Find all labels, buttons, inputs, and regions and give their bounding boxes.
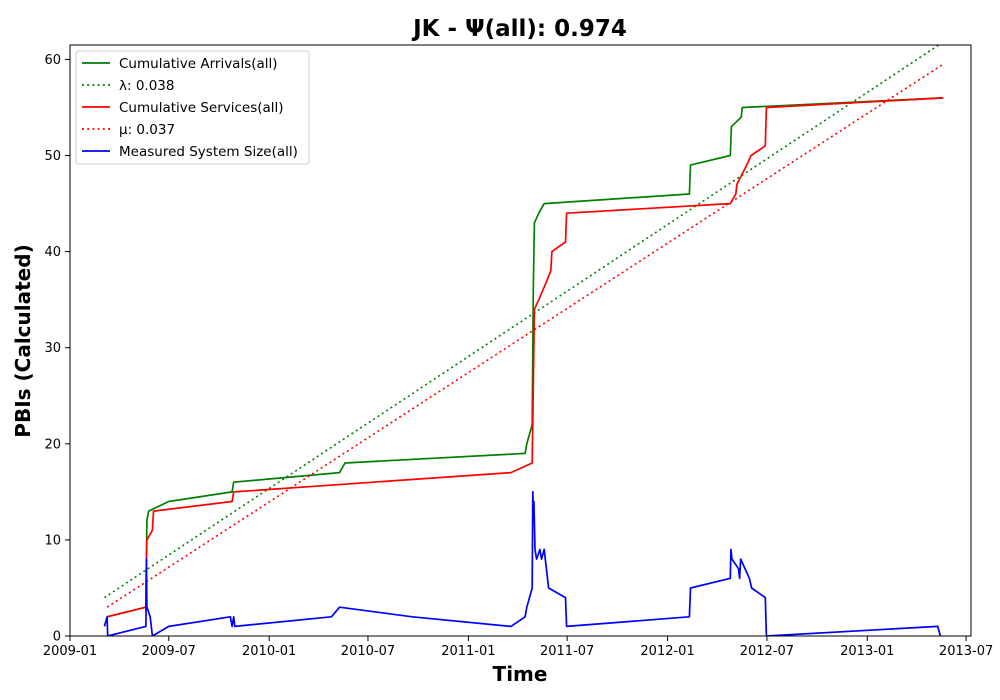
legend-label: Cumulative Arrivals(all) <box>119 56 278 72</box>
legend-label: μ: 0.037 <box>119 122 175 138</box>
x-tick-label: 2011-01 <box>441 644 495 659</box>
series-line-measured-system-size-all <box>103 491 942 636</box>
y-tick-label: 10 <box>44 533 61 548</box>
x-tick-label: 2012-07 <box>740 644 794 659</box>
x-axis-label: Time <box>493 662 548 686</box>
chart-title: JK - Ψ(all): 0.974 <box>411 16 627 42</box>
x-tick-label: 2009-07 <box>142 644 196 659</box>
y-tick-label: 50 <box>44 149 61 164</box>
legend-label: Measured System Size(all) <box>119 144 298 160</box>
plot-frame <box>69 44 972 637</box>
x-tick-label: 2009-01 <box>43 644 97 659</box>
legend: Cumulative Arrivals(all) λ: 0.038 Cumulati… <box>75 50 310 165</box>
series-line-cumulative-arrivals-all <box>106 97 944 618</box>
y-axis: 0 10 20 30 40 50 60 <box>44 53 70 645</box>
series-line-cumulative-services-all <box>106 97 944 618</box>
y-tick-label: 0 <box>53 630 61 645</box>
x-tick-label: 2011-07 <box>540 644 594 659</box>
y-tick-label: 20 <box>44 437 61 452</box>
x-tick-label: 2013-07 <box>939 644 993 659</box>
x-axis: 2009-01 2009-07 2010-01 2010-07 2011-01 2011-… <box>43 636 993 659</box>
x-tick-label: 2012-01 <box>640 644 694 659</box>
x-tick-label: 2010-01 <box>242 644 296 659</box>
legend-label: λ: 0.038 <box>119 78 174 94</box>
x-tick-label: 2010-07 <box>341 644 395 659</box>
legend-box <box>75 50 310 165</box>
y-tick-label: 30 <box>44 341 61 356</box>
plot-lines <box>103 45 944 636</box>
y-tick-label: 40 <box>44 245 61 260</box>
y-tick-label: 60 <box>44 53 61 68</box>
series-line-0-038 <box>103 45 941 599</box>
x-tick-label: 2013-01 <box>840 644 894 659</box>
y-axis-label: PBIs (Calculated) <box>11 244 35 437</box>
legend-label: Cumulative Services(all) <box>119 100 284 116</box>
